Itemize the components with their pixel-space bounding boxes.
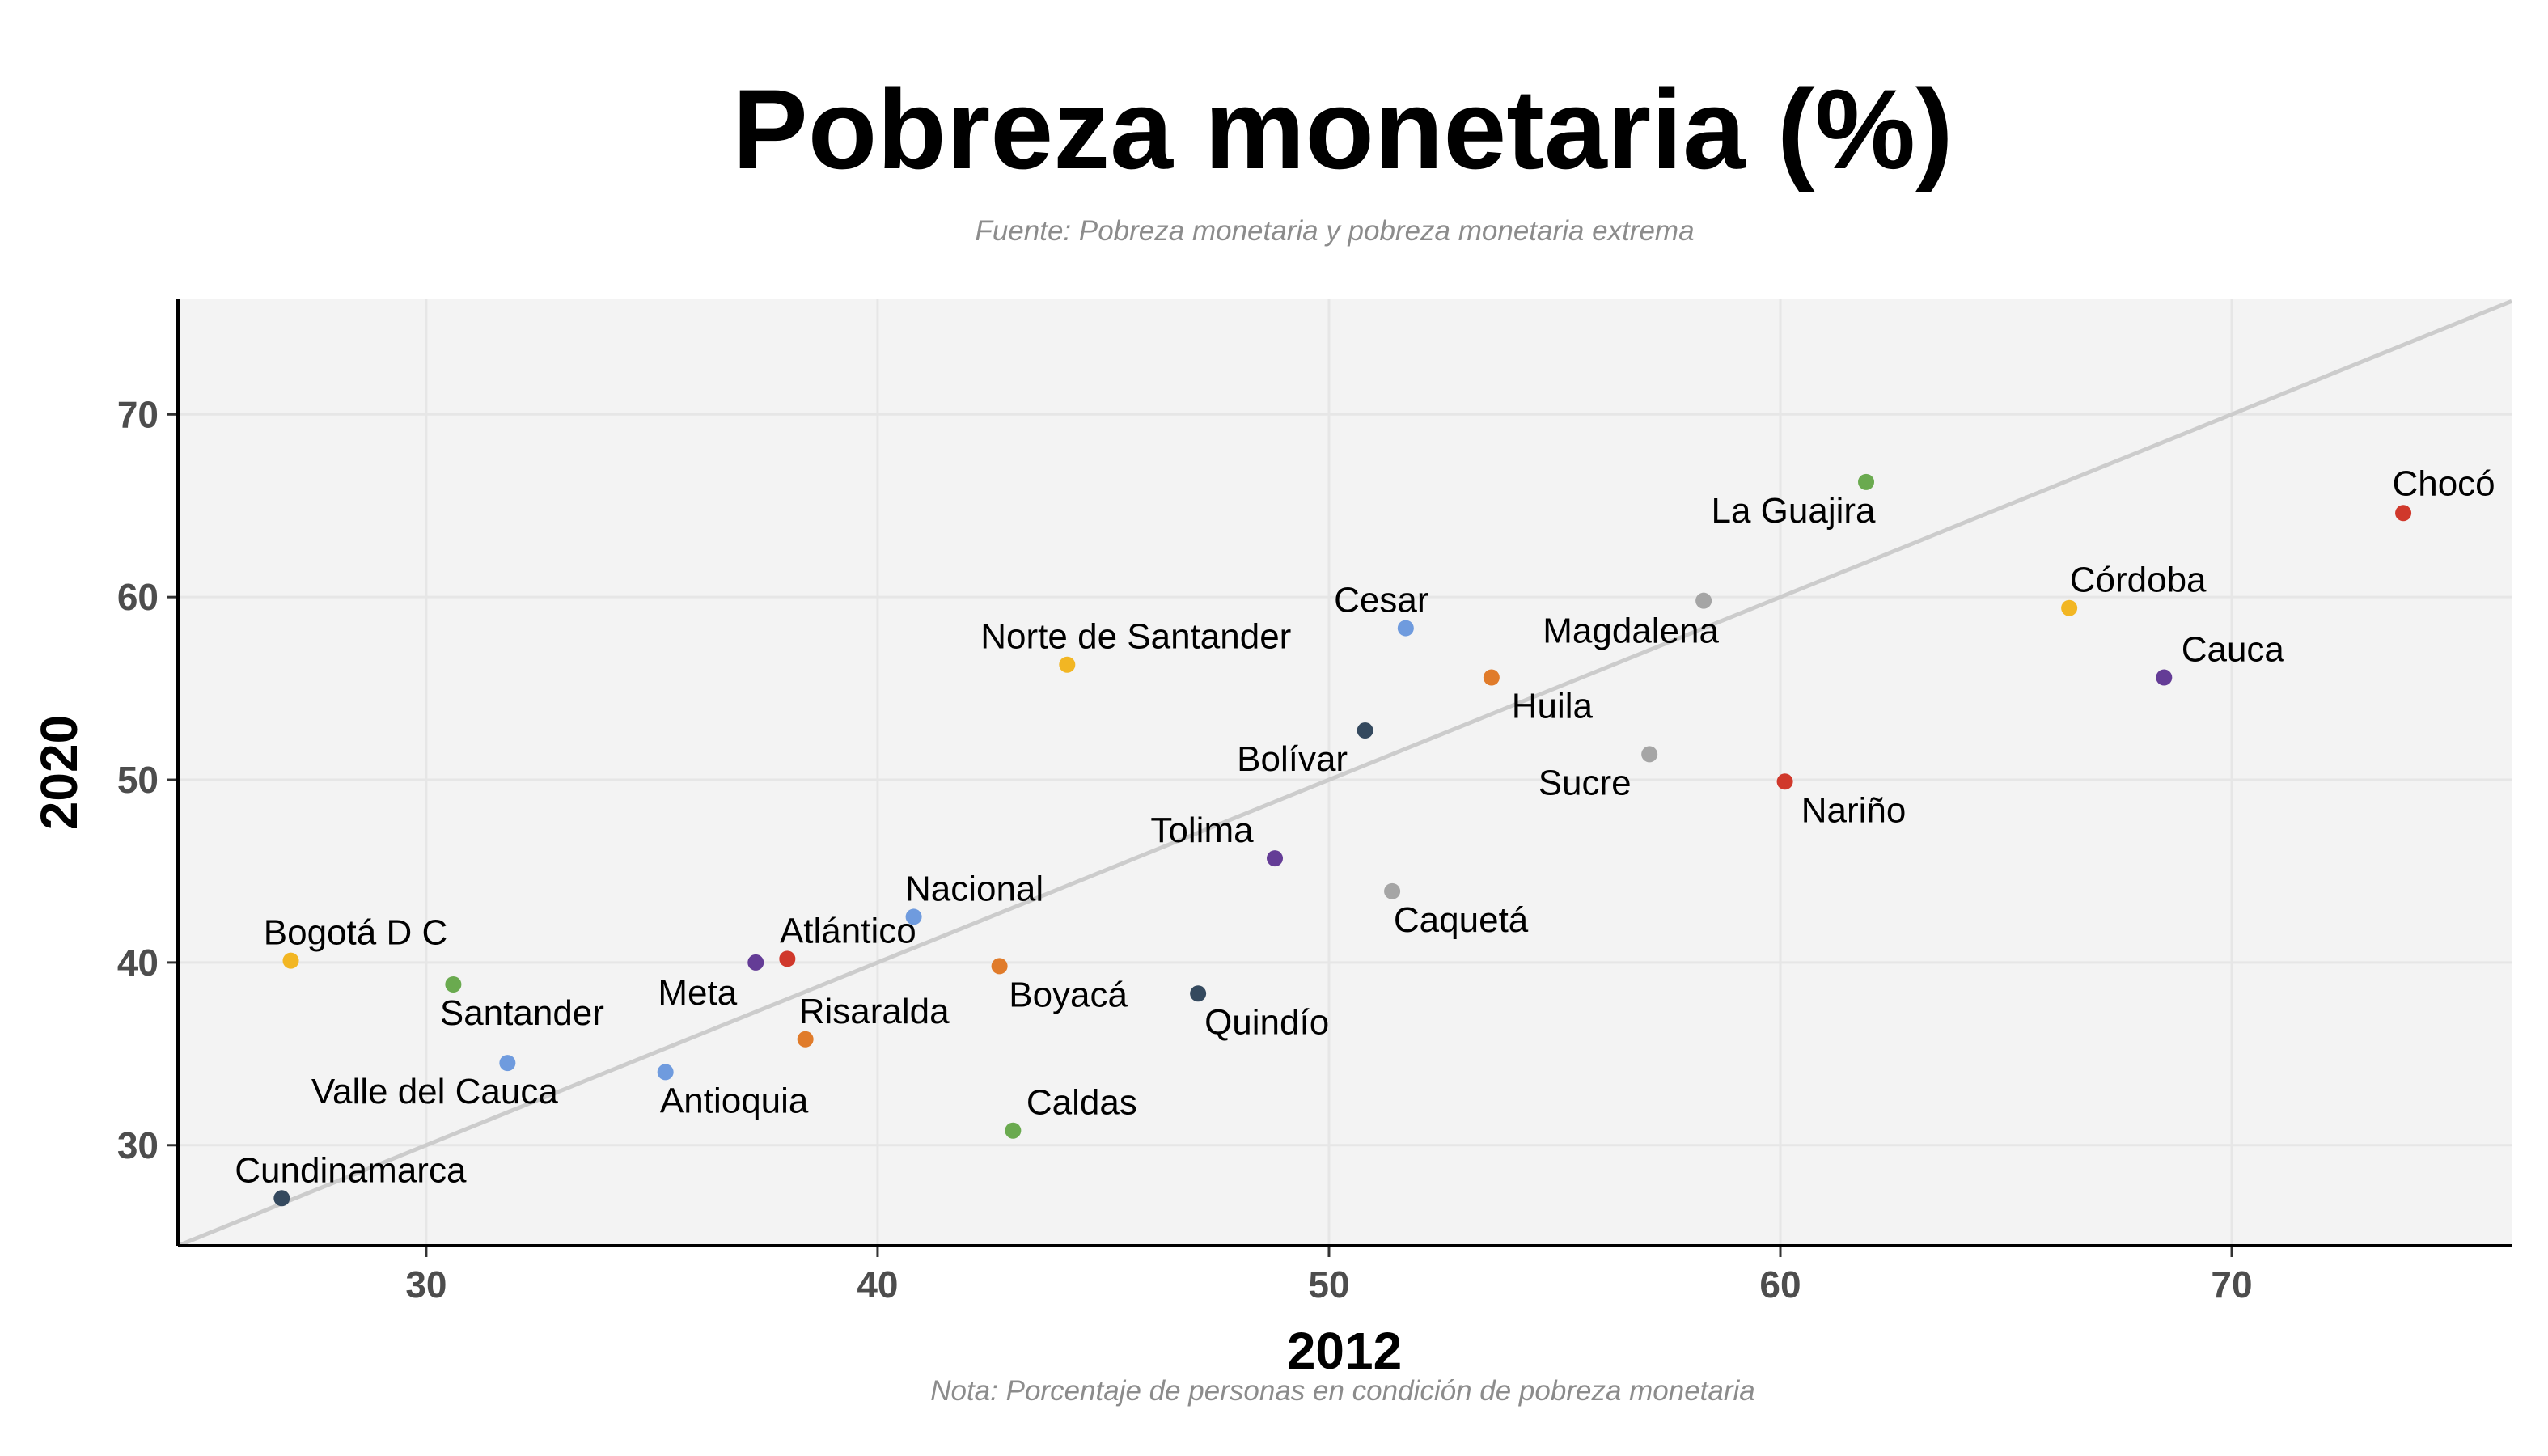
data-point (2156, 669, 2173, 686)
axis-ticks: 30 40 50 60 70 30 40 50 60 70 (117, 393, 2253, 1306)
data-point (797, 1031, 814, 1048)
data-point (1384, 882, 1401, 899)
data-point (905, 908, 922, 925)
point-label: Meta (658, 973, 737, 1013)
data-point (1397, 620, 1414, 637)
point-label: Bolívar (1237, 739, 1348, 779)
point-label: Bogotá D C (264, 913, 447, 953)
data-points (273, 473, 2412, 1207)
data-point (1267, 850, 1284, 867)
point-label: Caldas (1026, 1083, 1137, 1123)
point-label: Atlántico (780, 911, 916, 950)
x-tick-label: 50 (1308, 1263, 1349, 1306)
point-label: Boyacá (1009, 975, 1128, 1014)
chart-caption: Nota: Porcentaje de personas en condició… (930, 1375, 1755, 1407)
grid-lines (178, 299, 2512, 1246)
data-point (2395, 505, 2412, 522)
point-label: Nacional (905, 869, 1043, 908)
point-label: Cauca (2182, 630, 2285, 670)
point-label: Huila (1512, 687, 1594, 726)
data-point (747, 954, 764, 971)
point-label: Risaralda (799, 992, 950, 1031)
data-point (1059, 656, 1076, 673)
point-label: Santander (440, 993, 604, 1033)
y-tick-label: 40 (117, 942, 159, 984)
y-tick-label: 60 (117, 576, 159, 618)
data-point (273, 1190, 290, 1207)
data-point (1483, 669, 1500, 686)
data-point (282, 952, 299, 969)
data-point (657, 1064, 674, 1081)
chart-subtitle: Fuente: Pobreza monetaria y pobreza mone… (975, 215, 1695, 247)
point-label: Córdoba (2070, 561, 2207, 600)
data-point (1190, 985, 1207, 1002)
chart-title: Pobreza monetaria (%) (732, 66, 1953, 193)
point-label: Chocó (2392, 463, 2495, 503)
point-label: Tolima (1150, 811, 1254, 850)
y-tick-label: 70 (117, 393, 159, 435)
point-label: La Guajira (1712, 491, 1877, 531)
point-label: Caquetá (1394, 900, 1529, 940)
data-point (445, 976, 462, 993)
data-point (1641, 746, 1658, 763)
point-label: Norte de Santander (980, 617, 1291, 657)
point-label: Cesar (1334, 581, 1428, 620)
point-labels: Chocó La Guajira Córdoba Cauca Magdalena Cesa… (235, 463, 2495, 1190)
point-label: Sucre (1539, 763, 1632, 802)
reference-line (177, 298, 2512, 1248)
point-label: Quindío (1204, 1002, 1329, 1042)
x-tick-label: 60 (1759, 1263, 1801, 1306)
x-tick-label: 30 (405, 1263, 447, 1306)
x-tick-label: 70 (2211, 1263, 2252, 1306)
data-point (499, 1055, 516, 1072)
y-tick-label: 30 (117, 1124, 159, 1166)
point-label: Magdalena (1543, 612, 1719, 651)
point-label: Antioquia (660, 1081, 809, 1120)
data-point (991, 958, 1008, 975)
data-point (1695, 592, 1712, 609)
point-label: Valle del Cauca (311, 1072, 558, 1111)
data-point (1776, 773, 1793, 790)
x-axis-label: 2012 (1287, 1322, 1402, 1380)
data-point (2061, 599, 2078, 616)
data-point (1005, 1122, 1022, 1139)
data-point (1357, 722, 1373, 739)
data-point (1858, 473, 1875, 490)
y-axis-label: 2020 (30, 715, 88, 830)
y-tick-label: 50 (117, 759, 159, 801)
point-label: Cundinamarca (235, 1150, 467, 1190)
data-point (779, 950, 796, 967)
x-tick-label: 40 (857, 1263, 898, 1306)
point-label: Nariño (1801, 790, 1907, 830)
